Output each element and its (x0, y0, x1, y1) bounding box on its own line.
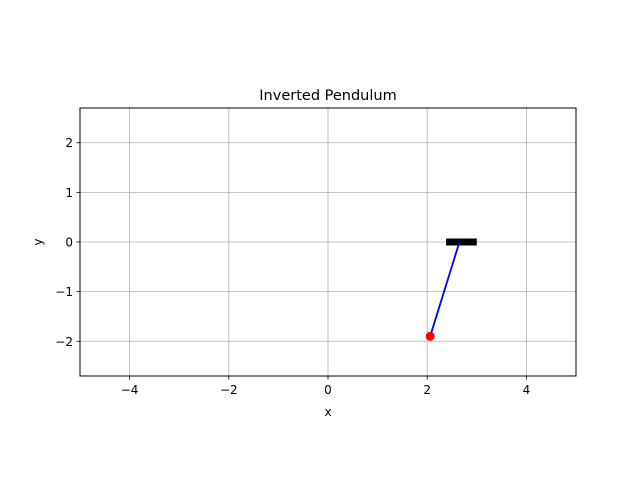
pendulum-bob (425, 331, 435, 341)
x-tick-label: 2 (423, 383, 431, 397)
y-tick-label: 0 (65, 236, 73, 250)
y-axis-label: y (31, 238, 45, 245)
x-axis-label: x (324, 405, 331, 419)
y-tick-label: −2 (55, 335, 73, 349)
x-tick-label: 4 (523, 383, 531, 397)
x-tick-label: −2 (220, 383, 238, 397)
plot-data (425, 238, 477, 341)
axis-ticks: −4 −2 0 2 4 −2 −1 0 1 2 (55, 136, 530, 397)
y-tick-label: 1 (65, 186, 73, 200)
chart-title: Inverted Pendulum (259, 88, 396, 104)
grid-lines (80, 108, 576, 376)
x-tick-label: −4 (121, 383, 139, 397)
x-tick-label: 0 (324, 383, 332, 397)
y-tick-label: 2 (65, 136, 73, 150)
pendulum-rod (429, 241, 461, 337)
y-tick-label: −1 (55, 285, 73, 299)
